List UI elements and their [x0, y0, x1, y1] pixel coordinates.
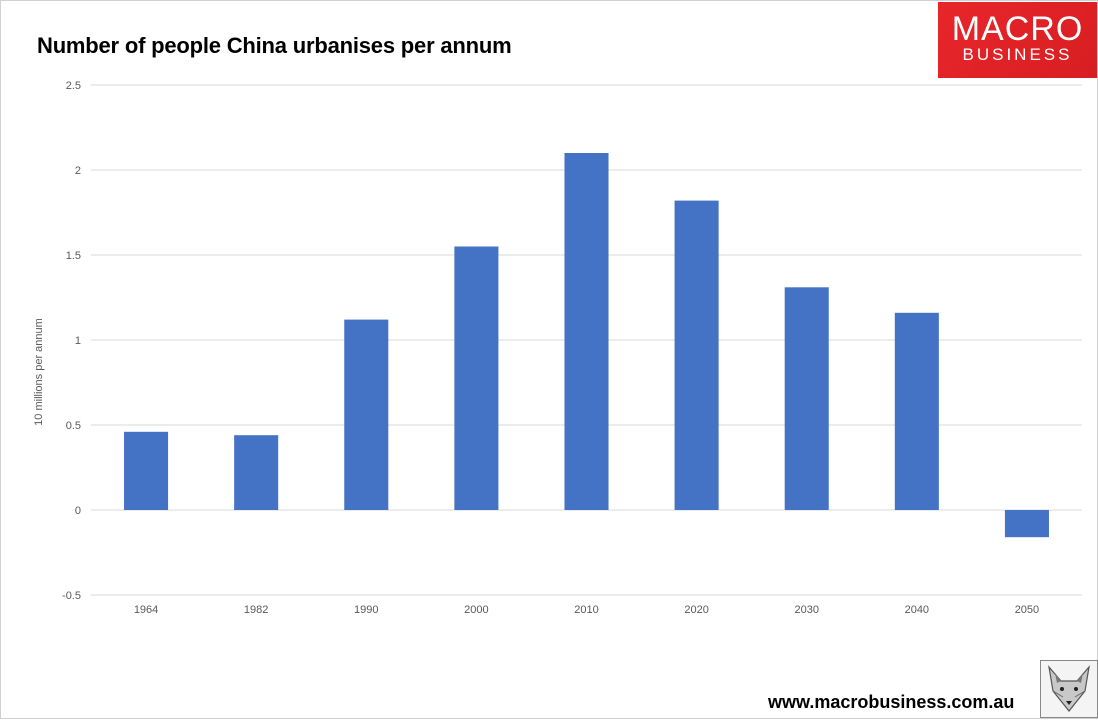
x-tick-label: 1990: [354, 604, 378, 616]
macrobusiness-logo[interactable]: MACRO BUSINESS: [938, 2, 1097, 78]
x-tick-label: 1982: [244, 604, 268, 616]
y-tick-label: 1.5: [66, 250, 81, 262]
chart-title: Number of people China urbanises per ann…: [37, 33, 512, 58]
x-tick-label: 2000: [464, 604, 488, 616]
bar-2010: [564, 153, 609, 510]
bar-1990: [344, 319, 389, 510]
x-tick-label: 2010: [574, 604, 598, 616]
y-tick-label: 0.5: [66, 420, 81, 432]
x-axis-ticks: 1964 1982 1990 2000 2010 2020 2030 2040 2050: [134, 604, 1039, 616]
y-tick-label: 2.5: [66, 80, 81, 92]
y-tick-label: 0: [75, 505, 81, 517]
logo-text-business: BUSINESS: [962, 45, 1073, 64]
y-tick-label: 1: [75, 335, 81, 347]
website-url[interactable]: www.macrobusiness.com.au: [768, 692, 1015, 712]
bar-2040: [894, 312, 939, 510]
y-axis-ticks: -0.5 0 0.5 1 1.5 2 2.5: [62, 80, 81, 602]
y-tick-label: 2: [75, 165, 81, 177]
x-tick-label: 2050: [1015, 604, 1039, 616]
x-tick-label: 2020: [684, 604, 708, 616]
y-axis-label: 10 millions per annum: [33, 318, 45, 426]
y-tick-label: -0.5: [62, 590, 81, 602]
fox-icon: [1040, 660, 1098, 718]
logo-text-macro: MACRO: [951, 10, 1084, 48]
bar-1964: [124, 431, 169, 510]
bar-2050: [1004, 510, 1049, 538]
bars: [124, 153, 1049, 538]
bar-1982: [234, 435, 279, 510]
x-tick-label: 1964: [134, 604, 158, 616]
bar-2000: [454, 246, 499, 510]
x-tick-label: 2030: [794, 604, 818, 616]
bar-2030: [784, 287, 829, 510]
bar-2020: [674, 200, 719, 510]
x-tick-label: 2040: [905, 604, 929, 616]
